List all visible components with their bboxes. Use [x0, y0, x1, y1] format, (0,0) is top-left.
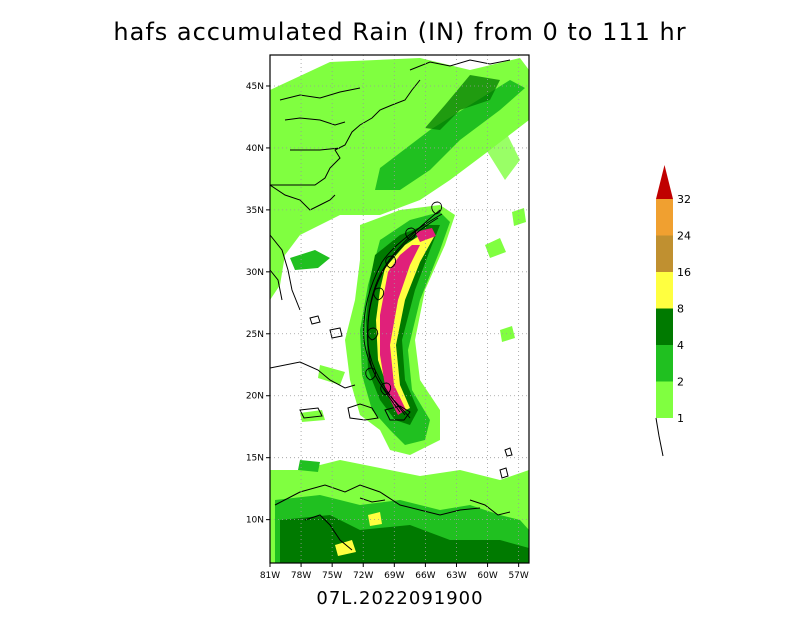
lon-tick-label: 78W [291, 571, 311, 581]
colorbar-label: 24 [677, 230, 691, 243]
lat-axis: 45N 40N 35N 30N 25N 20N 15N 10N [246, 82, 270, 526]
lon-tick-label: 75W [322, 571, 342, 581]
lon-tick-label: 57W [508, 571, 528, 581]
colorbar-label: 4 [677, 339, 684, 352]
lon-tick-label: 69W [384, 571, 404, 581]
lon-axis: 81W 78W 75W 72W 69W 66W 63W 60W 57W [260, 563, 529, 581]
colorbar-segment [656, 272, 673, 309]
colorbar-label: 32 [677, 193, 691, 206]
colorbar-tail [655, 417, 664, 457]
colorbar-segment [656, 235, 673, 272]
lat-tick-label: 45N [246, 82, 264, 92]
lat-tick-label: 40N [246, 144, 264, 154]
colorbar-label: 2 [677, 376, 684, 389]
colorbar-segment [656, 381, 673, 418]
storm-track-swirls [363, 201, 443, 419]
colorbar-segment [656, 199, 673, 236]
precip-field [270, 58, 529, 563]
colorbar-segment [656, 308, 673, 345]
colorbar-label: 1 [677, 412, 684, 425]
colorbar-top-triangle [656, 165, 673, 199]
lon-tick-label: 72W [353, 571, 373, 581]
lat-tick-label: 30N [246, 268, 264, 278]
lon-tick-label: 66W [415, 571, 435, 581]
lat-tick-label: 25N [246, 330, 264, 340]
lat-tick-label: 35N [246, 206, 264, 216]
colorbar-label: 8 [677, 303, 684, 316]
colorbar-segment [656, 345, 673, 382]
storm-id-label: 07L.2022091900 [316, 588, 484, 609]
lat-tick-label: 10N [246, 516, 264, 526]
chart-title: hafs accumulated Rain (IN) from 0 to 111… [113, 18, 687, 46]
lon-tick-label: 63W [446, 571, 466, 581]
lon-tick-label: 81W [260, 571, 280, 581]
coastlines [270, 59, 513, 551]
colorbar-label: 16 [677, 266, 691, 279]
lat-tick-label: 15N [246, 454, 264, 464]
map-frame [269, 54, 530, 564]
lon-tick-label: 60W [477, 571, 497, 581]
lat-tick-label: 20N [246, 392, 264, 402]
